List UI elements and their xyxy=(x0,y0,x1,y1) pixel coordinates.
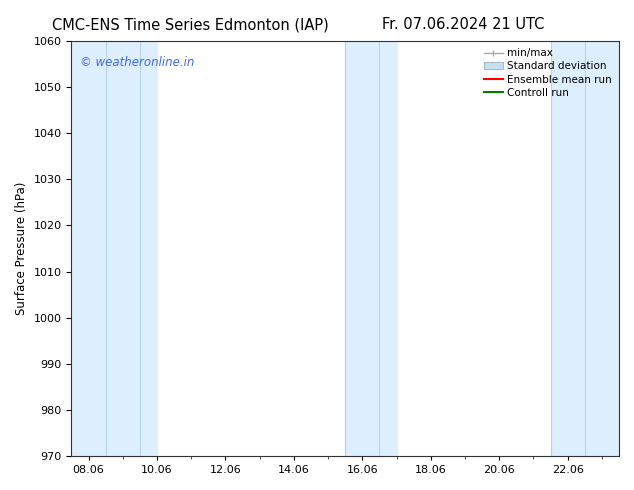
Bar xyxy=(550,41,619,456)
Bar xyxy=(345,41,396,456)
Text: Fr. 07.06.2024 21 UTC: Fr. 07.06.2024 21 UTC xyxy=(382,17,544,32)
Text: © weatheronline.in: © weatheronline.in xyxy=(80,55,194,69)
Legend: min/max, Standard deviation, Ensemble mean run, Controll run: min/max, Standard deviation, Ensemble me… xyxy=(480,44,616,102)
Bar xyxy=(72,41,157,456)
Y-axis label: Surface Pressure (hPa): Surface Pressure (hPa) xyxy=(15,182,28,315)
Text: CMC-ENS Time Series Edmonton (IAP): CMC-ENS Time Series Edmonton (IAP) xyxy=(52,17,328,32)
